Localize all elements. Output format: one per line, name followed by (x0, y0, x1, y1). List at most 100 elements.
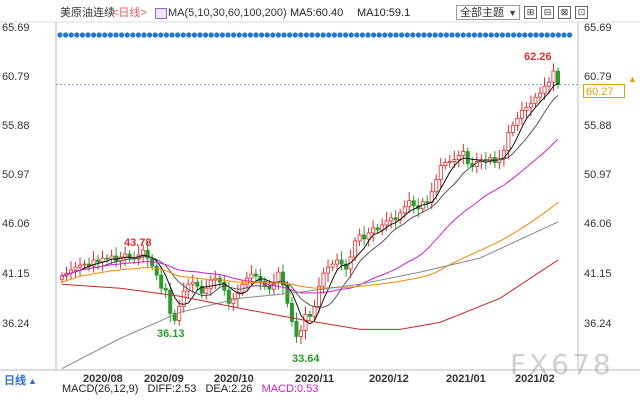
candle-body (326, 266, 331, 274)
event-marker-dot (147, 32, 153, 38)
event-marker-dot (544, 32, 550, 38)
candle-body (542, 85, 547, 94)
event-marker-dot (102, 32, 108, 38)
event-marker-dot (74, 32, 80, 38)
event-marker-dot (135, 32, 141, 38)
candle-body (524, 106, 529, 111)
event-marker-dot (516, 32, 522, 38)
event-marker-dot (460, 32, 466, 38)
ma60-line (61, 201, 559, 289)
reset-icon[interactable]: ⊠ (558, 6, 571, 19)
theme-select[interactable]: 全部主题 ▼ (456, 5, 520, 20)
candle-body (452, 159, 457, 162)
x-tick: 2020/11 (295, 373, 335, 385)
event-marker-dot (533, 32, 539, 38)
event-marker-dot (107, 32, 113, 38)
event-marker-dot (348, 32, 354, 38)
event-marker-dot (113, 32, 119, 38)
candle-body (276, 271, 281, 283)
candle-body (307, 313, 312, 317)
event-marker-dot (432, 32, 438, 38)
candle-body (501, 150, 506, 159)
candle-body (96, 259, 101, 263)
candle-body (389, 217, 394, 222)
event-marker-dot (292, 32, 298, 38)
high-annotation: 43.78 (124, 237, 152, 249)
event-marker-dot (315, 32, 321, 38)
candle-body (208, 279, 213, 289)
candle-body (519, 109, 524, 119)
candle-body (456, 155, 461, 160)
candle-body (235, 291, 240, 299)
candle-body (546, 81, 551, 87)
event-marker-dot (427, 32, 433, 38)
event-marker-dot (365, 32, 371, 38)
instrument-name: 美原油连续 (60, 7, 115, 19)
indicator-period-label: 日线 (4, 375, 26, 387)
event-marker-dot (275, 32, 281, 38)
event-marker-dot (225, 32, 231, 38)
event-marker-dot (393, 32, 399, 38)
candle-body (195, 281, 200, 287)
event-marker-dot (253, 32, 259, 38)
candle-body (533, 96, 538, 104)
event-marker-dot (567, 32, 573, 38)
event-marker-dot (236, 32, 242, 38)
candle-body (465, 151, 470, 164)
event-marker-dot (79, 32, 85, 38)
event-marker-dot (421, 32, 427, 38)
event-marker-dot (281, 32, 287, 38)
candle-body (78, 264, 83, 268)
y-tick-left: 46.06 (2, 218, 30, 230)
event-marker-dot (371, 32, 377, 38)
event-marker-dot (399, 32, 405, 38)
ma-settings-icon[interactable] (155, 8, 167, 19)
candle-body (429, 191, 434, 204)
y-tick-right: 65.69 (584, 22, 612, 34)
y-tick-left: 60.79 (2, 71, 30, 83)
candle-body (168, 289, 173, 314)
candle-body (551, 70, 556, 83)
high-annotation: 62.26 (524, 51, 552, 63)
event-marker-dot (259, 32, 265, 38)
event-marker-dot (68, 32, 74, 38)
candle-body (204, 287, 209, 294)
candle-body (105, 257, 110, 260)
event-marker-dot (561, 32, 567, 38)
y-tick-right: 41.15 (584, 268, 612, 280)
candle-body (82, 263, 87, 266)
candle-body (123, 253, 128, 258)
period-label[interactable]: <日线> (112, 7, 147, 19)
candle-body (339, 259, 344, 265)
zoom-in-icon[interactable]: ⊞ (524, 6, 537, 19)
ma30-line (61, 139, 559, 294)
event-marker-dot (555, 32, 562, 38)
candle-body (375, 227, 380, 231)
price-marker-icon: ▲ (628, 74, 637, 84)
event-marker-dot (337, 32, 343, 38)
candle-body (321, 272, 326, 287)
event-marker-dot (309, 32, 315, 38)
candle-body (226, 289, 231, 304)
event-marker-dot (455, 32, 461, 38)
event-marker-dot (298, 32, 304, 38)
event-marker-dot (141, 32, 147, 38)
indicator-period-tab[interactable]: 日线 ▲ (4, 372, 37, 388)
candle-body (344, 263, 349, 270)
candle-body (380, 224, 385, 231)
event-marker-dot (270, 32, 276, 38)
event-marker-dot (264, 32, 270, 38)
event-marker-dot (443, 32, 449, 38)
event-marker-dot (477, 32, 483, 38)
ma100-line (61, 221, 559, 370)
zoom-out-icon[interactable]: ⊟ (541, 6, 554, 19)
fullscreen-icon[interactable]: ⊡ (575, 6, 588, 19)
event-marker-dot (63, 32, 69, 38)
candle-body (190, 281, 195, 285)
low-annotation: 36.13 (157, 328, 185, 340)
ma5-value: MA5:60.40 (290, 7, 344, 19)
event-marker-dot (186, 32, 192, 38)
event-marker-dot (96, 32, 102, 38)
macd-diff: DIFF:2.53 (147, 383, 197, 395)
